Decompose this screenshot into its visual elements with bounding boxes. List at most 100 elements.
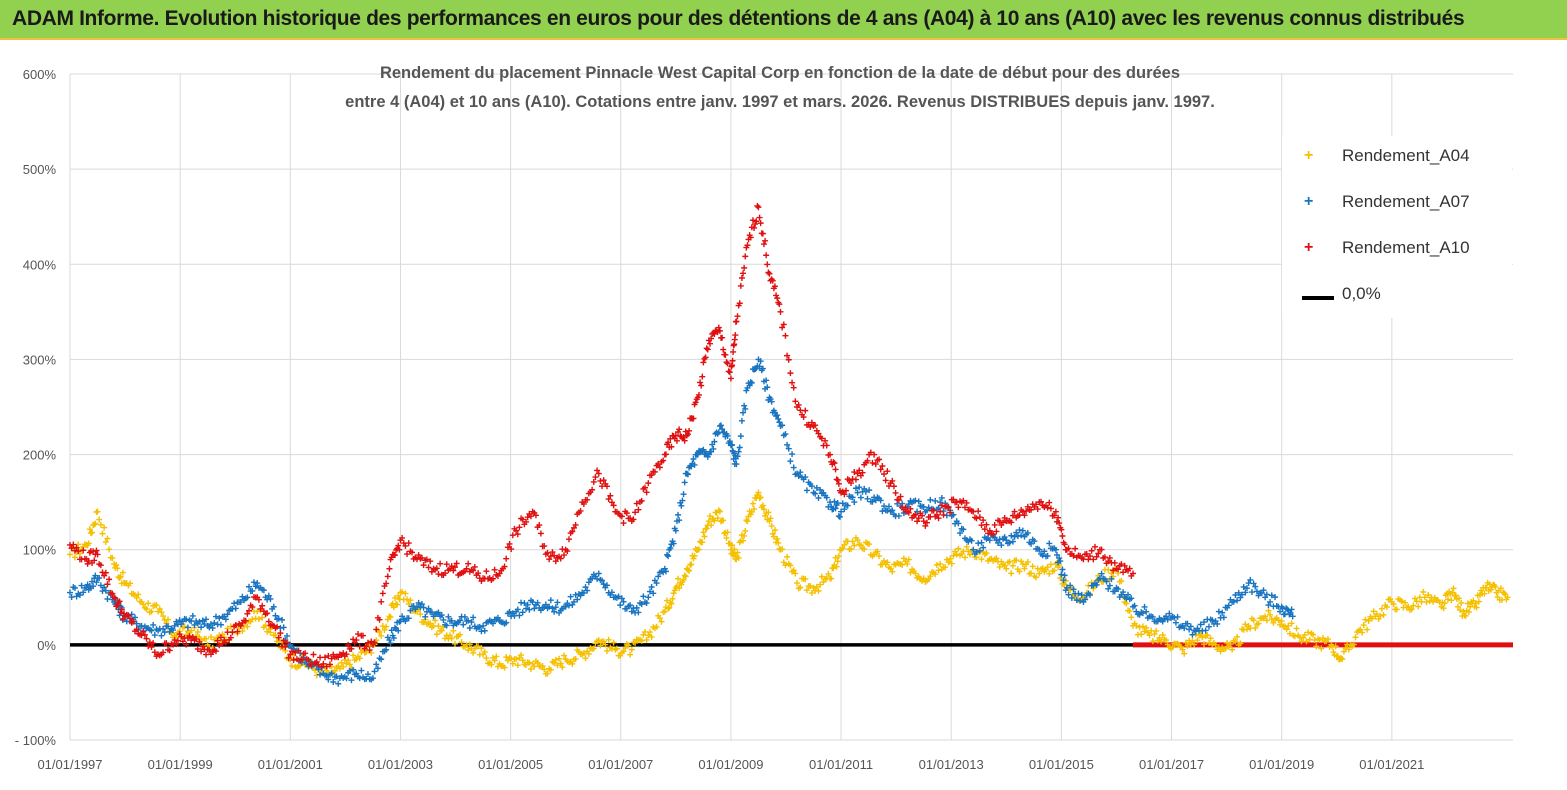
data-point-fill (792, 398, 799, 405)
data-point-fill (1126, 565, 1133, 572)
data-point-fill (762, 512, 769, 519)
data-point (920, 518, 927, 525)
x-tick-label: 01/01/2007 (588, 757, 653, 772)
data-point-fill (684, 431, 691, 438)
data-point-fill (131, 614, 138, 621)
data-point-fill (527, 513, 534, 520)
data-point-fill (633, 500, 640, 507)
data-point-fill (768, 398, 775, 405)
data-point-fill (762, 237, 769, 244)
data-point (733, 318, 740, 325)
data-point-fill (699, 373, 706, 380)
data-point-fill (183, 631, 190, 638)
header-bar: ADAM Informe. Evolution historique des p… (0, 0, 1567, 40)
data-point-fill (912, 570, 919, 577)
data-point-fill (1118, 577, 1125, 584)
data-point-fill (851, 469, 858, 476)
data-point-fill (843, 487, 850, 494)
data-point-fill (340, 663, 347, 670)
data-point-fill (1143, 624, 1150, 631)
data-point-fill (376, 628, 383, 635)
data-point-fill (450, 567, 457, 574)
data-point-fill (666, 604, 673, 611)
data-point-fill (815, 430, 822, 437)
data-point-fill (680, 491, 687, 498)
data-point-fill (404, 551, 411, 558)
data-point-fill (118, 606, 125, 613)
data-point-fill (897, 493, 904, 500)
data-point-fill (141, 631, 148, 638)
data-point-fill (885, 503, 892, 510)
data-point-fill (1285, 622, 1292, 629)
data-point-fill (373, 661, 380, 668)
data-point-fill (615, 593, 622, 600)
data-point-fill (109, 555, 116, 562)
data-point-fill (584, 496, 591, 503)
data-point-fill (260, 587, 267, 594)
data-point-fill (1305, 629, 1312, 636)
data-point (1063, 584, 1070, 591)
data-point-fill (244, 623, 251, 630)
data-point-fill (632, 639, 639, 646)
data-point-fill (216, 615, 223, 622)
data-point-fill (249, 603, 256, 610)
data-point-fill (1458, 599, 1465, 606)
data-point-fill (133, 594, 140, 601)
y-tick-label: 100% (23, 543, 57, 558)
data-point-fill (280, 624, 287, 631)
data-point-fill (1153, 627, 1160, 634)
data-point-fill (1450, 585, 1457, 592)
data-point-fill (802, 474, 809, 481)
data-point-fill (89, 529, 96, 536)
data-point-fill (963, 543, 970, 550)
data-point-fill (775, 539, 782, 546)
data-point-fill (998, 542, 1005, 549)
data-point-fill (179, 638, 186, 645)
data-point-fill (1111, 559, 1118, 566)
data-point-fill (764, 384, 771, 391)
data-point-fill (1267, 598, 1274, 605)
data-point-fill (466, 641, 473, 648)
data-point-fill (422, 613, 429, 620)
data-point-fill (405, 601, 412, 608)
data-point-fill (872, 461, 879, 468)
data-point-fill (1452, 592, 1459, 599)
data-point (463, 565, 470, 572)
data-point-fill (664, 551, 671, 558)
data-point-fill (625, 642, 632, 649)
data-point-fill (310, 651, 317, 658)
data-point-fill (97, 562, 104, 569)
data-point-fill (825, 570, 832, 577)
data-point-fill (779, 324, 786, 331)
data-point-fill (541, 543, 548, 550)
data-point-fill (264, 610, 271, 617)
data-point (1460, 608, 1467, 615)
data-point-fill (1283, 626, 1290, 633)
data-point-fill (1286, 630, 1293, 637)
data-point-fill (325, 676, 332, 683)
data-point-fill (101, 524, 108, 531)
data-point-fill (216, 642, 223, 649)
data-point-fill (232, 605, 239, 612)
data-point-fill (489, 620, 496, 627)
data-point-fill (1243, 626, 1250, 633)
data-point-fill (831, 460, 838, 467)
data-point-fill (1059, 566, 1066, 573)
x-tick-label: 01/01/1999 (148, 757, 213, 772)
legend-item-a07: + Rendement_A07 (1282, 190, 1512, 220)
data-point (1278, 618, 1285, 625)
data-point-fill (501, 563, 508, 570)
data-point-fill (561, 652, 568, 659)
data-point-fill (194, 646, 201, 653)
data-point-fill (818, 573, 825, 580)
data-point-fill (610, 639, 617, 646)
data-point-fill (1288, 606, 1295, 613)
data-point-fill (983, 550, 990, 557)
data-point (854, 537, 861, 544)
data-point-fill (720, 517, 727, 524)
data-point (1421, 594, 1428, 601)
data-point-fill (620, 648, 627, 655)
data-point-fill (1031, 538, 1038, 545)
data-point-fill (765, 509, 772, 516)
data-point-fill (481, 648, 488, 655)
